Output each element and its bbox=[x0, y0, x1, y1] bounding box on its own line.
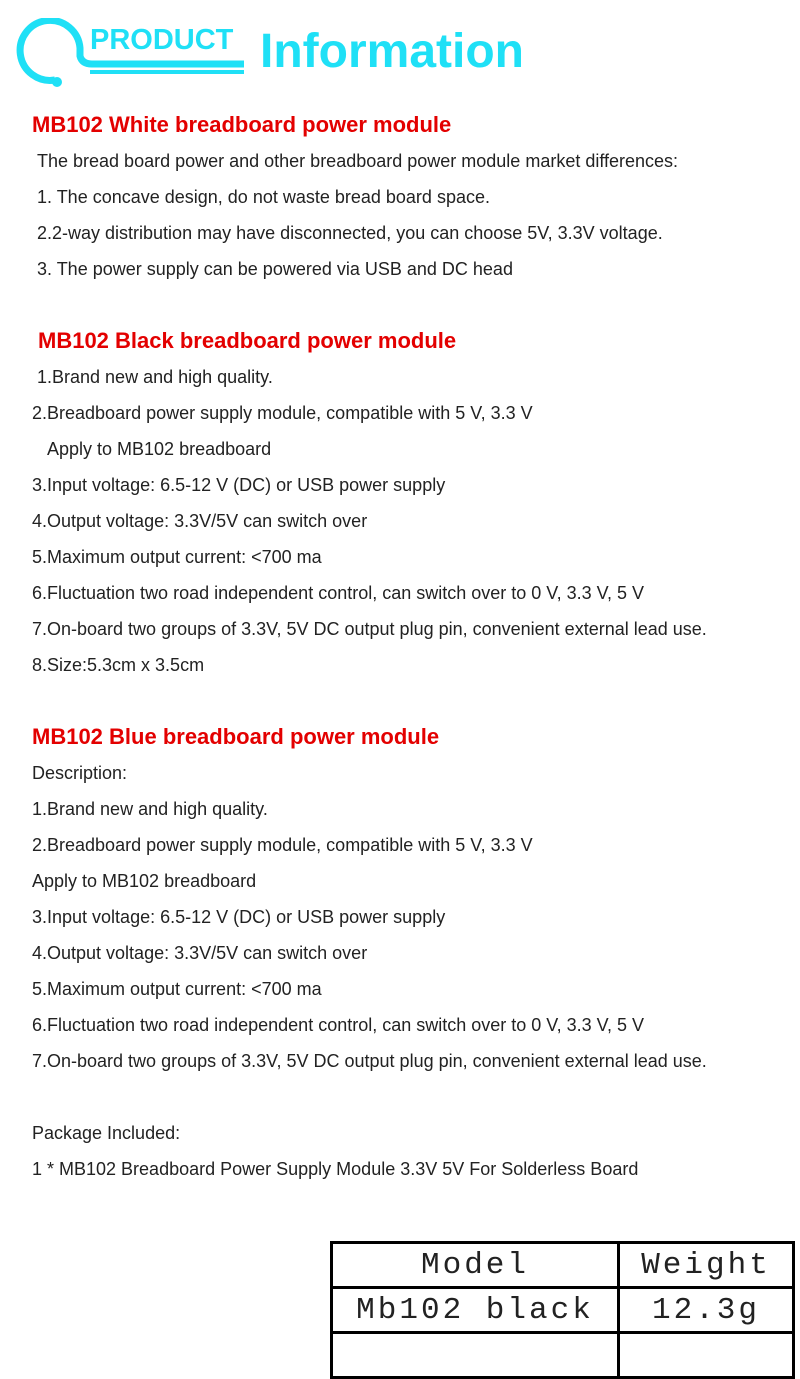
text-line: 8.Size:5.3cm x 3.5cm bbox=[32, 655, 205, 675]
product-information-header: PRODUCT Information bbox=[0, 0, 800, 100]
table-header-row: Model Weight bbox=[330, 1241, 795, 1289]
cell-weight: 12.3g bbox=[617, 1286, 795, 1334]
text-line: 6.Fluctuation two road independent contr… bbox=[32, 1015, 645, 1035]
cell-model: Mb102 black bbox=[330, 1286, 620, 1334]
logo-icon bbox=[16, 18, 244, 87]
text-line: 2.Breadboard power supply module, compat… bbox=[32, 403, 533, 423]
text-line: 7.On-board two groups of 3.3V, 5V DC out… bbox=[32, 619, 707, 639]
header-weight: Weight bbox=[617, 1241, 795, 1289]
text-line: 3.Input voltage: 6.5-12 V (DC) or USB po… bbox=[32, 907, 446, 927]
header-model: Model bbox=[330, 1241, 620, 1289]
text-line: 3. The power supply can be powered via U… bbox=[37, 259, 513, 279]
text-line: Apply to MB102 breadboard bbox=[47, 439, 272, 459]
text-line: 4.Output voltage: 3.3V/5V can switch ove… bbox=[32, 511, 368, 531]
text-line: 2.Breadboard power supply module, compat… bbox=[32, 835, 533, 855]
text-line: The bread board power and other breadboa… bbox=[37, 151, 679, 171]
text-line: Description: bbox=[32, 763, 128, 783]
weight-table: Model Weight Mb102 black 12.3g bbox=[330, 1241, 795, 1379]
cell-weight bbox=[617, 1331, 795, 1379]
table-row bbox=[330, 1331, 795, 1379]
page-title: Information bbox=[260, 25, 524, 78]
text-line: 5.Maximum output current: <700 ma bbox=[32, 547, 322, 567]
package-title: Package Included: bbox=[32, 1123, 181, 1143]
white-module-section: MB102 White breadboard power module The … bbox=[0, 107, 800, 287]
text-line: 3.Input voltage: 6.5-12 V (DC) or USB po… bbox=[32, 475, 446, 495]
text-line: 1. The concave design, do not waste brea… bbox=[37, 187, 490, 207]
text-line: 5.Maximum output current: <700 ma bbox=[32, 979, 322, 999]
text-line: Apply to MB102 breadboard bbox=[32, 871, 257, 891]
text-line: 6.Fluctuation two road independent contr… bbox=[32, 583, 645, 603]
text-line: 4.Output voltage: 3.3V/5V can switch ove… bbox=[32, 943, 368, 963]
section-title: MB102 Blue breadboard power module bbox=[32, 724, 440, 749]
product-badge: PRODUCT bbox=[90, 24, 234, 56]
text-line: 7.On-board two groups of 3.3V, 5V DC out… bbox=[32, 1051, 707, 1071]
section-title: MB102 Black breadboard power module bbox=[38, 328, 457, 353]
package-item: 1 * MB102 Breadboard Power Supply Module… bbox=[32, 1159, 639, 1179]
blue-module-section: MB102 Blue breadboard power module Descr… bbox=[0, 719, 800, 1187]
table-row: Mb102 black 12.3g bbox=[330, 1286, 795, 1334]
cell-model bbox=[330, 1331, 620, 1379]
section-title: MB102 White breadboard power module bbox=[32, 112, 452, 137]
text-line: 1.Brand new and high quality. bbox=[37, 367, 273, 387]
black-module-section: MB102 Black breadboard power module 1.Br… bbox=[0, 323, 800, 683]
text-line: 1.Brand new and high quality. bbox=[32, 799, 268, 819]
text-line: 2.2-way distribution may have disconnect… bbox=[37, 223, 663, 243]
